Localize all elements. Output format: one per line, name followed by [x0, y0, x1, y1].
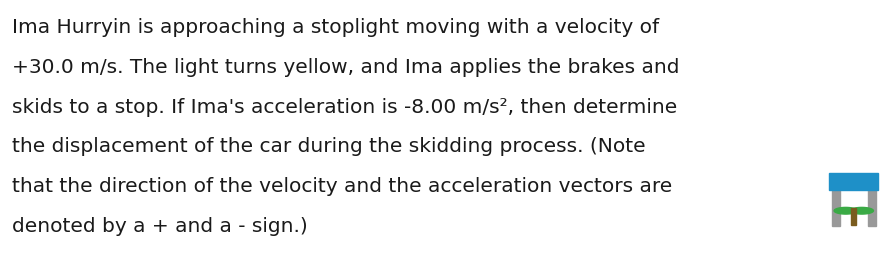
Bar	[829, 173, 878, 190]
Text: that the direction of the velocity and the acceleration vectors are: that the direction of the velocity and t…	[12, 177, 672, 196]
Text: Ima Hurryin is approaching a stoplight moving with a velocity of: Ima Hurryin is approaching a stoplight m…	[12, 18, 659, 37]
Bar	[867, 180, 875, 226]
Polygon shape	[850, 207, 873, 214]
Text: the displacement of the car during the skidding process. (Note: the displacement of the car during the s…	[12, 137, 645, 157]
Bar	[851, 208, 856, 225]
Text: denoted by a + and a - sign.): denoted by a + and a - sign.)	[12, 217, 308, 236]
Bar	[831, 180, 840, 226]
Text: +30.0 m/s. The light turns yellow, and Ima applies the brakes and: +30.0 m/s. The light turns yellow, and I…	[12, 58, 679, 77]
Text: skids to a stop. If Ima's acceleration is -8.00 m/s², then determine: skids to a stop. If Ima's acceleration i…	[12, 98, 677, 117]
Polygon shape	[834, 207, 857, 214]
